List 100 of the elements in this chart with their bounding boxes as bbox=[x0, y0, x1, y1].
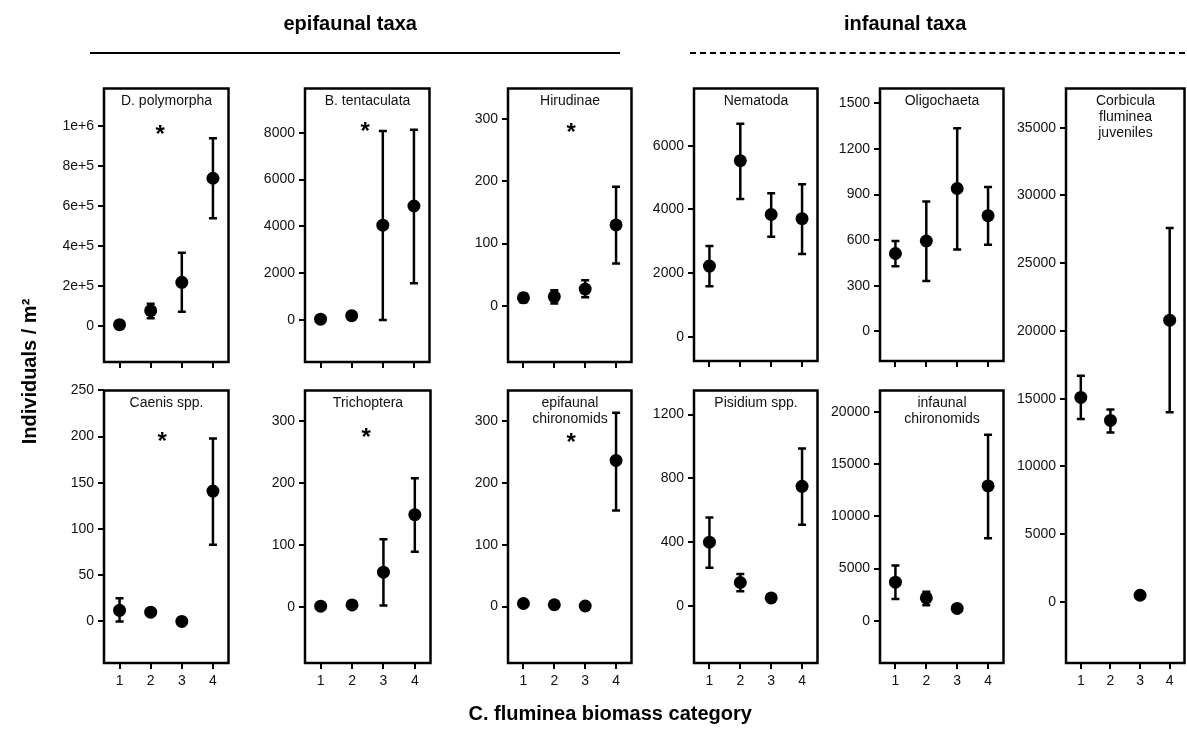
y-tick-label: 1200 bbox=[838, 139, 871, 156]
x-tick-label: 3 bbox=[177, 672, 186, 689]
annotation: * bbox=[360, 117, 370, 145]
y-tick-label: 0 bbox=[86, 316, 95, 333]
y-tick-label: 0 bbox=[287, 310, 296, 327]
x-tick-label: 1 bbox=[891, 672, 900, 689]
point bbox=[547, 598, 561, 612]
y-tick-label: 50 bbox=[78, 566, 95, 583]
point bbox=[764, 591, 778, 605]
point bbox=[950, 601, 964, 615]
x-tick-label: 2 bbox=[1106, 672, 1115, 689]
x-axis-title: C. fluminea biomass category bbox=[468, 702, 752, 725]
x-tick-label: 4 bbox=[209, 672, 218, 689]
chart-title: Hirudinae bbox=[539, 92, 601, 108]
chart-title: Trichoptera bbox=[331, 394, 405, 410]
y-tick-label: 600 bbox=[846, 230, 871, 247]
y-tick-label: 800 bbox=[660, 469, 685, 486]
point bbox=[144, 605, 158, 619]
y-tick-label: 5000 bbox=[1024, 525, 1057, 542]
x-tick-label: 2 bbox=[550, 672, 559, 689]
y-tick-label: 200 bbox=[474, 473, 499, 490]
x-tick-label: 3 bbox=[767, 672, 776, 689]
y-tick-label: 1500 bbox=[838, 94, 871, 111]
y-tick-label: 300 bbox=[474, 109, 499, 126]
y-tick-label: 1200 bbox=[652, 405, 685, 422]
x-tick-label: 1 bbox=[1076, 672, 1085, 689]
x-tick-label: 2 bbox=[736, 672, 745, 689]
y-tick-label: 10000 bbox=[831, 507, 871, 524]
y-tick-label: 250 bbox=[70, 381, 95, 398]
y-tick-label: 0 bbox=[862, 611, 871, 628]
annotation: * bbox=[157, 427, 167, 455]
x-tick-label: 4 bbox=[612, 672, 621, 689]
x-tick-label: 1 bbox=[316, 672, 325, 689]
chart-title: B. tentaculata bbox=[323, 92, 412, 108]
y-tick-label: 300 bbox=[846, 276, 871, 293]
x-tick-label: 1 bbox=[115, 672, 124, 689]
annotation: * bbox=[361, 423, 371, 451]
annotation: * bbox=[155, 120, 165, 148]
point bbox=[516, 597, 530, 611]
text: epifaunal taxa bbox=[283, 12, 417, 35]
y-tick-label: 2e+5 bbox=[62, 276, 95, 293]
chart-title: Caenis spp. bbox=[128, 394, 205, 410]
text: infaunal taxa bbox=[844, 12, 967, 35]
y-tick-label: 0 bbox=[1048, 592, 1057, 609]
x-tick-label: 4 bbox=[984, 672, 993, 689]
y-tick-label: 30000 bbox=[1017, 186, 1057, 203]
y-tick-label: 6000 bbox=[263, 170, 296, 187]
point bbox=[345, 598, 359, 612]
y-tick-label: 4000 bbox=[263, 217, 296, 234]
y-tick-label: 2000 bbox=[263, 264, 296, 280]
point bbox=[314, 599, 328, 613]
chart-title: Pisidium spp. bbox=[713, 394, 799, 410]
annotation: * bbox=[566, 428, 576, 456]
text: epifaunal chironomids bbox=[531, 394, 609, 426]
x-tick-label: 1 bbox=[705, 672, 714, 689]
y-tick-label: 300 bbox=[271, 412, 296, 429]
y-tick-label: 200 bbox=[271, 473, 296, 490]
point bbox=[345, 309, 359, 323]
point bbox=[175, 614, 189, 628]
y-tick-label: 8e+5 bbox=[62, 157, 95, 174]
y-tick-label: 0 bbox=[676, 327, 685, 344]
x-tick-label: 2 bbox=[922, 672, 931, 689]
y-tick-label: 6e+5 bbox=[62, 197, 95, 214]
y-tick-label: 10000 bbox=[1017, 457, 1057, 474]
point bbox=[113, 318, 127, 332]
y-tick-label: 0 bbox=[862, 322, 871, 339]
x-tick-label: 4 bbox=[410, 672, 419, 689]
text: Corbicula fluminea juveniles bbox=[1094, 92, 1157, 140]
y-tick-label: 300 bbox=[474, 411, 499, 428]
y-tick-label: 100 bbox=[474, 234, 499, 251]
x-tick-label: 1 bbox=[519, 672, 528, 689]
y-tick-label: 20000 bbox=[1017, 321, 1057, 338]
text: infaunal chironomids bbox=[903, 394, 981, 426]
point bbox=[1133, 588, 1147, 602]
y-tick-label: 15000 bbox=[1017, 389, 1057, 406]
y-tick-label: 20000 bbox=[831, 402, 871, 419]
y-tick-label: 0 bbox=[490, 296, 499, 313]
x-tick-label: 3 bbox=[1136, 672, 1145, 689]
point bbox=[314, 312, 328, 326]
y-tick-label: 0 bbox=[676, 596, 685, 613]
y-tick-label: 400 bbox=[660, 533, 685, 550]
y-tick-label: 100 bbox=[70, 519, 95, 536]
y-tick-label: 0 bbox=[287, 597, 296, 614]
chart-title: D. polymorpha bbox=[119, 92, 213, 108]
y-tick-label: 0 bbox=[86, 612, 95, 629]
y-tick-label: 15000 bbox=[831, 454, 871, 471]
y-tick-label: 200 bbox=[70, 427, 95, 444]
x-tick-label: 4 bbox=[1165, 672, 1174, 689]
y-tick-label: 8000 bbox=[263, 123, 296, 140]
y-tick-label: 2000 bbox=[652, 263, 685, 280]
y-tick-label: 25000 bbox=[1017, 254, 1057, 271]
x-tick-label: 3 bbox=[379, 672, 388, 689]
annotation: * bbox=[566, 118, 576, 146]
chart-title: Nematoda bbox=[722, 92, 790, 108]
y-tick-label: 5000 bbox=[838, 559, 871, 576]
y-tick-label: 150 bbox=[70, 473, 95, 490]
x-tick-label: 3 bbox=[581, 672, 590, 689]
point bbox=[578, 599, 592, 613]
y-tick-label: 35000 bbox=[1017, 118, 1057, 135]
y-axis-title: Individuals / m² bbox=[18, 298, 42, 445]
